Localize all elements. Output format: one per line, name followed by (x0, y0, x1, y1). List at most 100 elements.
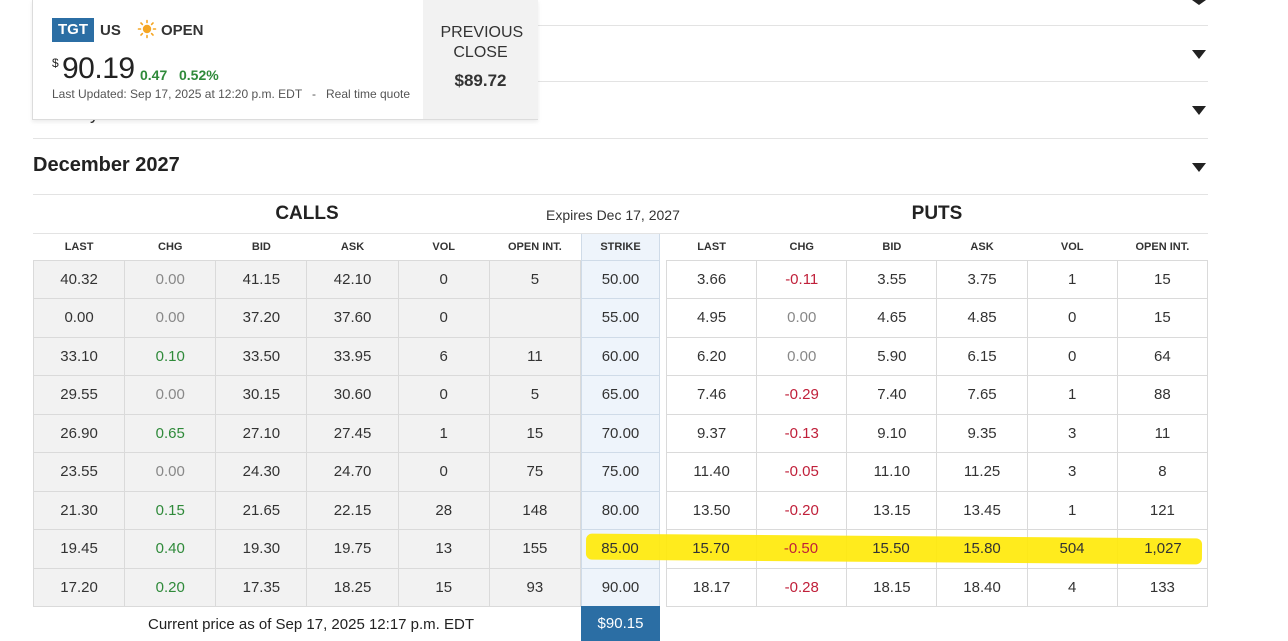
chevron-down-icon[interactable] (1192, 50, 1206, 59)
calls-cell-last: 26.90 (32, 413, 126, 453)
calls-cell-ask: 24.70 (306, 452, 399, 492)
calls-row[interactable]: 17.20 0.20 17.35 18.25 15 93 (32, 567, 582, 607)
calls-row[interactable]: 19.45 0.40 19.30 19.75 13 155 (32, 529, 582, 569)
puts-cell-chg: 0.00 (756, 336, 848, 376)
puts-row[interactable]: 13.50 -0.20 13.15 13.45 1 121 (665, 490, 1209, 530)
calls-row[interactable]: 21.30 0.15 21.65 22.15 28 148 (32, 490, 582, 530)
puts-cell-chg: -0.11 (756, 259, 848, 299)
puts-cell-ask: 7.65 (936, 375, 1028, 415)
puts-table: LAST CHG BID ASK VOL OPEN INT. 3.66 -0.11 3.55 3… (665, 234, 1209, 607)
calls-row[interactable]: 40.32 0.00 41.15 42.10 0 5 (32, 259, 582, 299)
puts-cell-ask: 11.25 (936, 452, 1028, 492)
puts-cell-ask: 18.40 (936, 567, 1028, 607)
puts-cell-bid: 4.65 (846, 298, 938, 338)
price-change: 0.47 (140, 67, 168, 83)
puts-cell-bid: 11.10 (846, 452, 938, 492)
puts-cell-bid: 13.15 (846, 490, 938, 530)
calls-cell-ask: 18.25 (306, 567, 399, 607)
puts-row[interactable]: 3.66 -0.11 3.55 3.75 1 15 (665, 259, 1209, 299)
calls-cell-ask: 27.45 (306, 413, 399, 453)
chevron-down-icon[interactable] (1192, 0, 1206, 5)
calls-cell-bid: 19.30 (215, 529, 308, 569)
calls-cell-chg: 0.00 (124, 452, 217, 492)
calls-cell-chg: 0.00 (124, 259, 217, 299)
expiration-date: Expires Dec 17, 2027 (546, 207, 680, 223)
calls-cell-bid: 21.65 (215, 490, 308, 530)
puts-cell-chg: -0.13 (756, 413, 848, 453)
puts-row[interactable]: 7.46 -0.29 7.40 7.65 1 88 (665, 375, 1209, 415)
puts-row[interactable]: 11.40 -0.05 11.10 11.25 3 8 (665, 452, 1209, 492)
chevron-down-icon[interactable] (1192, 163, 1206, 172)
currency-symbol: $ (52, 56, 59, 70)
calls-cell-open-int (488, 298, 582, 338)
country-label: US (100, 22, 121, 39)
strike-cell: 50.00 (581, 259, 660, 299)
last-price: 90.19 (62, 52, 135, 85)
strike-header: STRIKE (581, 234, 660, 260)
calls-cell-bid: 27.10 (215, 413, 308, 453)
puts-header-bid: BID (882, 240, 902, 253)
calls-cell-vol: 0 (397, 259, 490, 299)
calls-cell-bid: 37.20 (215, 298, 308, 338)
strike-cell: 75.00 (581, 452, 660, 492)
current-price-marker: $90.15 (581, 606, 660, 641)
calls-cell-last: 33.10 (32, 336, 126, 376)
calls-cell-bid: 17.35 (215, 567, 308, 607)
highlighted-cell-strike: 85.00 (601, 540, 639, 557)
puts-cell-bid: 7.40 (846, 375, 938, 415)
calls-cell-vol: 15 (397, 567, 490, 607)
puts-cell-last: 18.17 (665, 567, 758, 607)
calls-header-ask: ASK (340, 240, 365, 253)
calls-cell-bid: 24.30 (215, 452, 308, 492)
accordion-title-december-2027[interactable]: December 2027 (33, 154, 180, 176)
previous-close-box: PREVIOUS CLOSE $89.72 (423, 0, 538, 119)
calls-row[interactable]: 33.10 0.10 33.50 33.95 6 11 (32, 336, 582, 376)
chevron-down-icon[interactable] (1192, 106, 1206, 115)
calls-row[interactable]: 29.55 0.00 30.15 30.60 0 5 (32, 375, 582, 415)
puts-cell-open-int: 15 (1116, 259, 1209, 299)
puts-cell-chg: -0.29 (756, 375, 848, 415)
calls-cell-vol: 0 (397, 298, 490, 338)
header-divider (33, 233, 1208, 234)
calls-header-vol: VOL (432, 240, 456, 253)
calls-title: CALLS (275, 203, 339, 224)
ticker-badge: TGT (52, 18, 94, 42)
puts-cell-open-int: 64 (1116, 336, 1209, 376)
calls-cell-ask: 30.60 (306, 375, 399, 415)
puts-cell-last: 7.46 (665, 375, 758, 415)
calls-cell-bid: 30.15 (215, 375, 308, 415)
calls-cell-chg: 0.00 (124, 298, 217, 338)
puts-cell-chg: -0.05 (756, 452, 848, 492)
puts-row[interactable]: 18.17 -0.28 18.15 18.40 4 133 (665, 567, 1209, 607)
previous-close-label: PREVIOUS CLOSE (440, 24, 524, 61)
calls-header-chg: CHG (158, 240, 183, 253)
calls-row[interactable]: 26.90 0.65 27.10 27.45 1 15 (32, 413, 582, 453)
calls-cell-open-int: 5 (488, 259, 582, 299)
puts-row[interactable]: 4.95 0.00 4.65 4.85 0 15 (665, 298, 1209, 338)
puts-cell-bid: 5.90 (846, 336, 938, 376)
puts-cell-vol: 3 (1026, 452, 1118, 492)
market-status: OPEN (161, 22, 204, 39)
puts-row[interactable]: 6.20 0.00 5.90 6.15 0 64 (665, 336, 1209, 376)
puts-cell-vol: 1 (1026, 259, 1118, 299)
quote-card: TGT US OPEN $ 90.19 0.47 0.52% Last Upda… (32, 0, 538, 120)
calls-cell-open-int: 5 (488, 375, 582, 415)
puts-cell-last: 9.37 (665, 413, 758, 453)
puts-cell-vol: 4 (1026, 567, 1118, 607)
calls-cell-open-int: 93 (488, 567, 582, 607)
puts-cell-ask: 13.45 (936, 490, 1028, 530)
calls-cell-ask: 37.60 (306, 298, 399, 338)
calls-cell-last: 29.55 (32, 375, 126, 415)
puts-cell-last: 11.40 (665, 452, 758, 492)
highlighted-cell-ask: 15.80 (963, 540, 1001, 557)
calls-row[interactable]: 23.55 0.00 24.30 24.70 0 75 (32, 452, 582, 492)
calls-cell-open-int: 155 (488, 529, 582, 569)
puts-cell-open-int: 8 (1116, 452, 1209, 492)
calls-cell-ask: 42.10 (306, 259, 399, 299)
puts-row[interactable]: 9.37 -0.13 9.10 9.35 3 11 (665, 413, 1209, 453)
puts-header-vol: VOL (1060, 240, 1084, 253)
calls-cell-vol: 0 (397, 375, 490, 415)
puts-cell-vol: 1 (1026, 490, 1118, 530)
calls-cell-bid: 33.50 (215, 336, 308, 376)
calls-row[interactable]: 0.00 0.00 37.20 37.60 0 (32, 298, 582, 338)
